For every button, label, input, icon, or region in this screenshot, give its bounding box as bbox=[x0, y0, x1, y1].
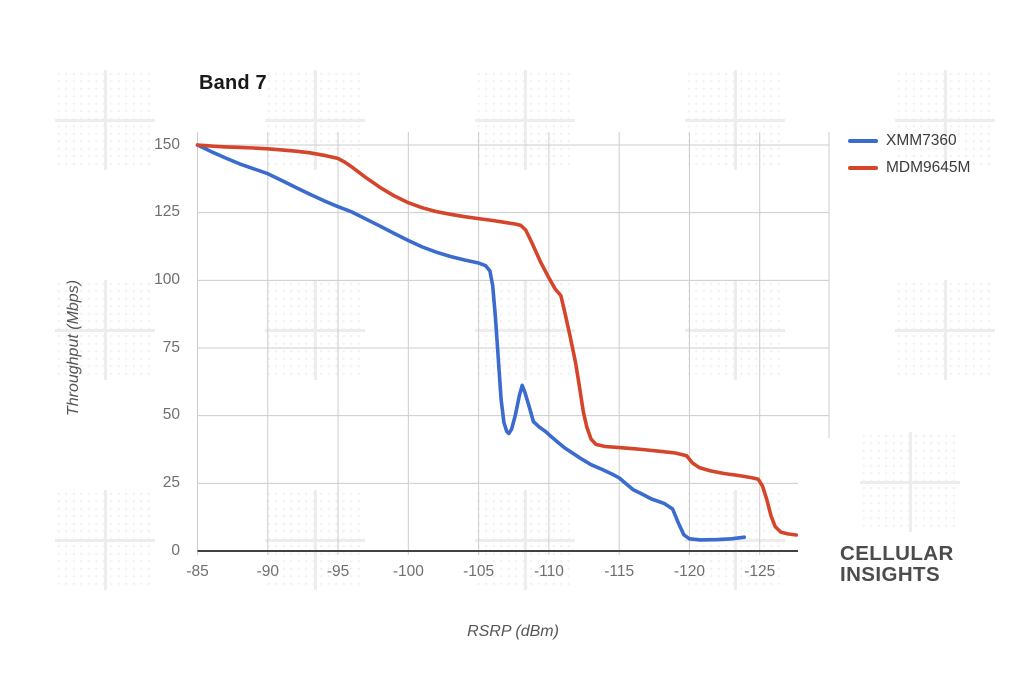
watermark-dots bbox=[860, 432, 960, 532]
chart-title: Band 7 bbox=[199, 72, 267, 94]
y-tick-label: 125 bbox=[154, 203, 180, 221]
legend-item-xmm7360: XMM7360 bbox=[848, 131, 970, 150]
x-tick-label: -95 bbox=[326, 563, 350, 580]
legend-swatch-mdm9645m bbox=[848, 165, 878, 170]
x-tick-label: -90 bbox=[256, 563, 279, 580]
x-tick-label: -125 bbox=[744, 563, 776, 580]
y-tick-label: 150 bbox=[154, 135, 180, 153]
x-axis-title: RSRP (dBm) bbox=[467, 623, 559, 640]
logo-text: CELLULAR INSIGHTS bbox=[840, 543, 954, 585]
legend-swatch-xmm7360 bbox=[848, 138, 878, 143]
legend-item-mdm9645m: MDM9645M bbox=[848, 158, 970, 177]
series-line-xmm7360 bbox=[195, 143, 747, 542]
legend-label-xmm7360: XMM7360 bbox=[886, 131, 957, 149]
x-tick-label: -100 bbox=[392, 563, 424, 580]
y-tick-label: 25 bbox=[162, 473, 180, 491]
x-tick-label: -115 bbox=[604, 563, 635, 580]
series-line-mdm9645m bbox=[195, 143, 799, 537]
logo-line-2: INSIGHTS bbox=[840, 563, 941, 586]
legend-label-mdm9645m: MDM9645M bbox=[886, 158, 971, 176]
y-tick-label: 0 bbox=[171, 541, 180, 559]
y-tick-label: 100 bbox=[154, 270, 180, 288]
x-tick-label: -110 bbox=[533, 563, 564, 580]
cellular-insights-logo: CELLULAR INSIGHTS bbox=[798, 432, 1024, 682]
logo-line-1: CELLULAR bbox=[840, 542, 954, 565]
y-tick-label: 50 bbox=[162, 406, 180, 424]
x-tick-label: -120 bbox=[673, 563, 705, 580]
y-axis-title: Throughput (Mbps) bbox=[65, 279, 82, 417]
x-tick-label: -105 bbox=[463, 563, 495, 580]
x-tick-label: -85 bbox=[186, 563, 209, 580]
legend: XMM7360 MDM9645M bbox=[848, 131, 970, 177]
y-tick-label: 75 bbox=[162, 338, 180, 356]
